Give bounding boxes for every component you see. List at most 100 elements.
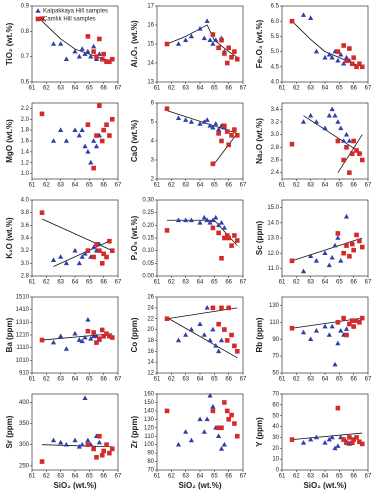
data-point bbox=[99, 138, 105, 144]
data-point bbox=[335, 320, 341, 325]
data-point bbox=[207, 220, 213, 225]
x-tick-label: 64 bbox=[197, 183, 204, 189]
data-point bbox=[322, 250, 328, 255]
data-point bbox=[300, 12, 307, 17]
data-point bbox=[207, 123, 213, 128]
data-point bbox=[76, 337, 82, 342]
data-point bbox=[210, 408, 216, 414]
data-point bbox=[335, 443, 341, 448]
data-point bbox=[104, 331, 109, 337]
data-point bbox=[343, 326, 350, 331]
data-point bbox=[99, 56, 105, 62]
data-point bbox=[335, 235, 341, 240]
data-point bbox=[226, 235, 231, 241]
x-tick-label: 61 bbox=[29, 474, 36, 480]
data-point bbox=[359, 157, 365, 163]
y-axis-label: Y (ppm) bbox=[255, 417, 264, 447]
data-point bbox=[72, 48, 78, 54]
y-axis-label: Al₂O₃ (wt.%) bbox=[130, 20, 139, 68]
x-tick-label: 65 bbox=[211, 474, 218, 480]
data-point bbox=[216, 45, 221, 51]
data-point bbox=[58, 41, 64, 46]
plot-frame bbox=[156, 102, 244, 180]
x-tick-label: 63 bbox=[57, 86, 64, 92]
data-point bbox=[39, 16, 45, 21]
data-point bbox=[164, 316, 170, 322]
data-point bbox=[97, 336, 102, 342]
data-point bbox=[188, 437, 194, 443]
data-point bbox=[85, 149, 91, 154]
x-tick-label: 66 bbox=[350, 377, 357, 383]
y-tick-label: 14 bbox=[147, 61, 154, 67]
legend-label: Kalpakkaya Hill samples bbox=[43, 9, 108, 15]
data-point bbox=[104, 122, 109, 128]
data-point bbox=[354, 232, 359, 238]
y-tick-label: 130 bbox=[144, 417, 155, 423]
data-point bbox=[326, 332, 332, 337]
data-point bbox=[226, 142, 231, 148]
y-tick-label: 0.6 bbox=[21, 80, 30, 86]
data-point bbox=[91, 330, 96, 335]
y-tick-label: 90 bbox=[272, 337, 279, 343]
y-axis-label: Sr (ppm) bbox=[5, 415, 14, 448]
data-point bbox=[76, 443, 82, 449]
y-tick-label: 16 bbox=[147, 349, 154, 355]
x-tick-label: 63 bbox=[182, 86, 189, 92]
data-point bbox=[229, 55, 234, 60]
data-point bbox=[346, 138, 352, 143]
x-tick-label: 67 bbox=[115, 86, 122, 92]
x-tick-label: 64 bbox=[322, 377, 329, 383]
y-tick-label: 2.4 bbox=[271, 170, 280, 176]
data-point bbox=[329, 434, 335, 440]
x-tick-label: 67 bbox=[240, 183, 247, 189]
x-tick-label: 62 bbox=[293, 474, 300, 480]
x-tick-label: 63 bbox=[307, 474, 314, 480]
data-point bbox=[188, 217, 194, 223]
data-point bbox=[344, 440, 349, 446]
data-point bbox=[91, 49, 96, 54]
data-point bbox=[91, 165, 96, 171]
data-point bbox=[219, 255, 224, 261]
y-tick-label: 0.8 bbox=[21, 29, 30, 35]
x-tick-label: 63 bbox=[182, 377, 189, 383]
plot-frame bbox=[281, 5, 369, 83]
x-tick-label: 66 bbox=[350, 474, 357, 480]
data-point bbox=[347, 253, 352, 259]
data-point bbox=[343, 213, 350, 219]
data-point bbox=[213, 343, 219, 348]
x-tick-label: 65 bbox=[86, 183, 93, 189]
x-tick-label: 62 bbox=[168, 377, 175, 383]
data-point bbox=[63, 260, 69, 266]
x-tick-label: 61 bbox=[154, 474, 161, 480]
data-point bbox=[335, 57, 341, 63]
x-tick-label: 66 bbox=[225, 183, 232, 189]
data-point bbox=[175, 337, 182, 343]
data-point bbox=[183, 217, 189, 223]
y-tick-label: 1.6 bbox=[21, 139, 30, 145]
x-tick-label: 61 bbox=[279, 86, 286, 92]
x-tick-label: 66 bbox=[350, 280, 357, 286]
data-point bbox=[216, 126, 222, 132]
y-tick-label: 1.4 bbox=[21, 149, 30, 155]
y-axis-label: P₂O₅ (wt.%) bbox=[130, 215, 139, 260]
data-point bbox=[197, 26, 203, 31]
x-tick-label: 66 bbox=[100, 474, 107, 480]
x-tick-label: 64 bbox=[72, 377, 79, 383]
data-point bbox=[175, 115, 182, 120]
data-point bbox=[109, 335, 115, 340]
data-point bbox=[219, 37, 224, 43]
data-point bbox=[349, 151, 355, 156]
x-tick-label: 65 bbox=[211, 377, 218, 383]
y-tick-label: 350 bbox=[19, 421, 30, 427]
x-tick-label: 62 bbox=[43, 280, 50, 286]
x-tick-label: 63 bbox=[307, 280, 314, 286]
data-point bbox=[221, 441, 227, 447]
y-tick-label: 22 bbox=[147, 316, 154, 322]
y-tick-label: 400 bbox=[19, 400, 30, 406]
y-tick-label: 1510 bbox=[16, 295, 30, 301]
x-tick-label: 63 bbox=[182, 280, 189, 286]
data-point bbox=[35, 16, 41, 22]
data-point bbox=[322, 440, 328, 445]
data-point bbox=[351, 324, 356, 329]
y-tick-label: 0.9 bbox=[21, 4, 30, 10]
